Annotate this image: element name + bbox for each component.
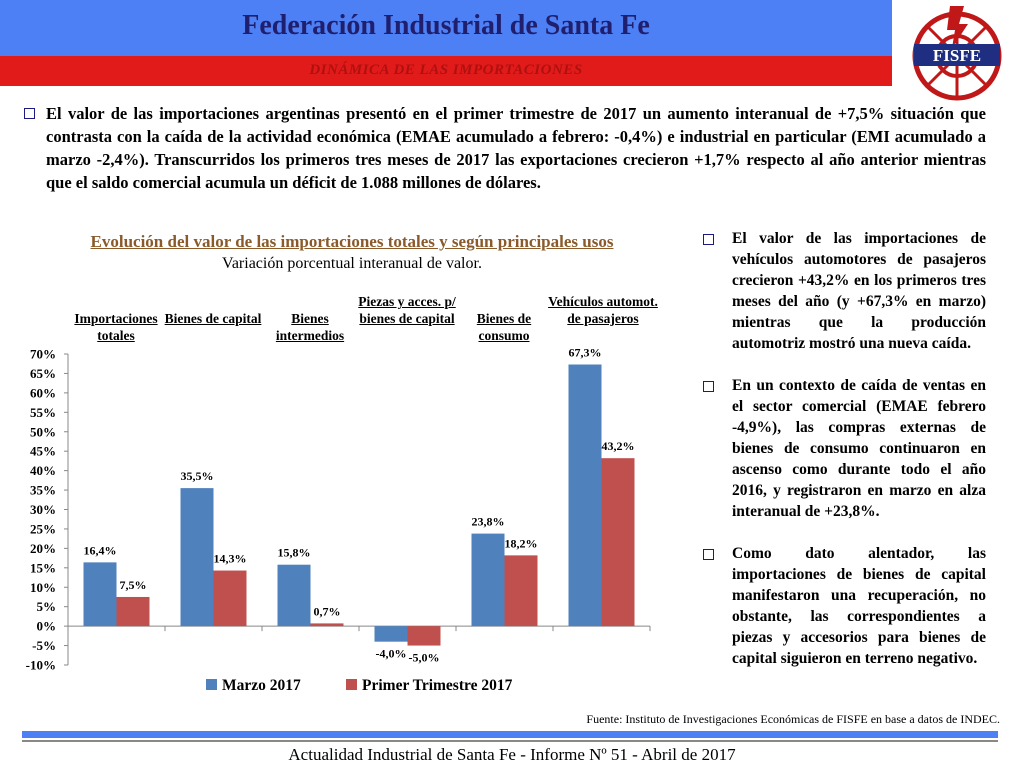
y-tick-label: 60% (30, 385, 56, 400)
y-tick-label: -5% (32, 638, 56, 653)
y-tick-label: 30% (30, 502, 56, 517)
page-title: Federación Industrial de Santa Fe (242, 10, 650, 41)
data-label: 67,3% (569, 345, 602, 359)
side-bullet-text: Como dato alentador, las importaciones d… (732, 545, 986, 667)
category-label: Bienes de consumo (476, 311, 532, 343)
chart-title: Evolución del valor de las importaciones… (90, 232, 614, 251)
bullet-checkbox-icon (703, 234, 714, 245)
side-bullet-text: El valor de las importaciones de vehícul… (732, 230, 986, 352)
bar-marzo (277, 564, 311, 627)
y-tick-label: 50% (30, 424, 56, 439)
bar-marzo (180, 488, 214, 627)
data-label: 43,2% (602, 439, 635, 453)
data-label: 23,8% (472, 515, 505, 529)
legend-label: Primer Trimestre 2017 (362, 677, 513, 694)
bar-marzo (568, 364, 602, 627)
bar-trimestre (213, 570, 247, 627)
data-label: 35,5% (181, 469, 214, 483)
y-tick-label: 55% (30, 405, 56, 420)
bar-trimestre (310, 623, 344, 627)
y-tick-label: -10% (26, 658, 56, 673)
side-bullet-text: En un contexto de caída de ventas en el … (732, 377, 986, 520)
y-tick-label: 5% (37, 599, 57, 614)
bullet-checkbox-icon (24, 108, 35, 119)
y-tick-label: 20% (30, 541, 56, 556)
y-tick-label: 15% (30, 560, 56, 575)
bar-trimestre (116, 596, 150, 627)
fisfe-logo: FISFE (912, 6, 1002, 101)
legend-swatch (206, 679, 217, 690)
y-tick-label: 10% (30, 580, 56, 595)
data-label: 18,2% (505, 536, 538, 550)
logo-text: FISFE (933, 46, 981, 65)
category-label: Importaciones totales (74, 311, 158, 343)
data-label: 16,4% (84, 543, 117, 557)
bullet-checkbox-icon (703, 549, 714, 560)
data-label: 14,3% (214, 552, 247, 566)
source-note: Fuente: Instituto de Investigaciones Eco… (586, 712, 1000, 726)
y-tick-label: 45% (30, 444, 56, 459)
data-label: -4,0% (376, 647, 407, 661)
data-label: 0,7% (314, 604, 341, 618)
y-tick-label: 0% (37, 619, 57, 634)
bar-marzo (374, 626, 408, 642)
category-label: Vehículos automot. de pasajeros (548, 294, 658, 326)
bar-marzo (83, 562, 117, 627)
category-label: Piezas y acces. p/ bienes de capital (358, 294, 456, 326)
data-label: -5,0% (409, 651, 440, 665)
header-band (0, 0, 892, 56)
legend-label: Marzo 2017 (222, 677, 301, 694)
legend-swatch (346, 679, 357, 690)
category-label: Bienes de capital (164, 311, 262, 326)
bullet-checkbox-icon (703, 381, 714, 392)
bar-trimestre (601, 458, 635, 627)
footer-text: Actualidad Industrial de Santa Fe - Info… (288, 745, 736, 764)
footer-divider (22, 731, 998, 738)
page-subtitle: DINÁMICA DE LAS IMPORTACIONES (309, 62, 583, 78)
bar-trimestre (504, 555, 538, 627)
y-tick-label: 25% (30, 521, 56, 536)
bar-trimestre (407, 626, 441, 646)
data-label: 7,5% (120, 578, 147, 592)
chart-subtitle: Variación porcentual interanual de valor… (222, 255, 482, 272)
footer-divider-thin (22, 740, 998, 742)
y-tick-label: 35% (30, 483, 56, 498)
y-tick-label: 65% (30, 366, 56, 381)
category-label: Bienes intermedios (275, 311, 345, 343)
bar-marzo (471, 533, 505, 627)
subtitle-band (0, 56, 892, 86)
imports-bar-chart: -10% -5% 0% 5% 10% 15% 20% 25% 30% 35% 40% 45% 50% 55… (26, 345, 651, 694)
y-tick-label: 40% (30, 463, 56, 478)
y-tick-label: 70% (30, 347, 56, 362)
data-label: 15,8% (278, 546, 311, 560)
intro-paragraph: El valor de las importaciones argentinas… (46, 104, 986, 192)
